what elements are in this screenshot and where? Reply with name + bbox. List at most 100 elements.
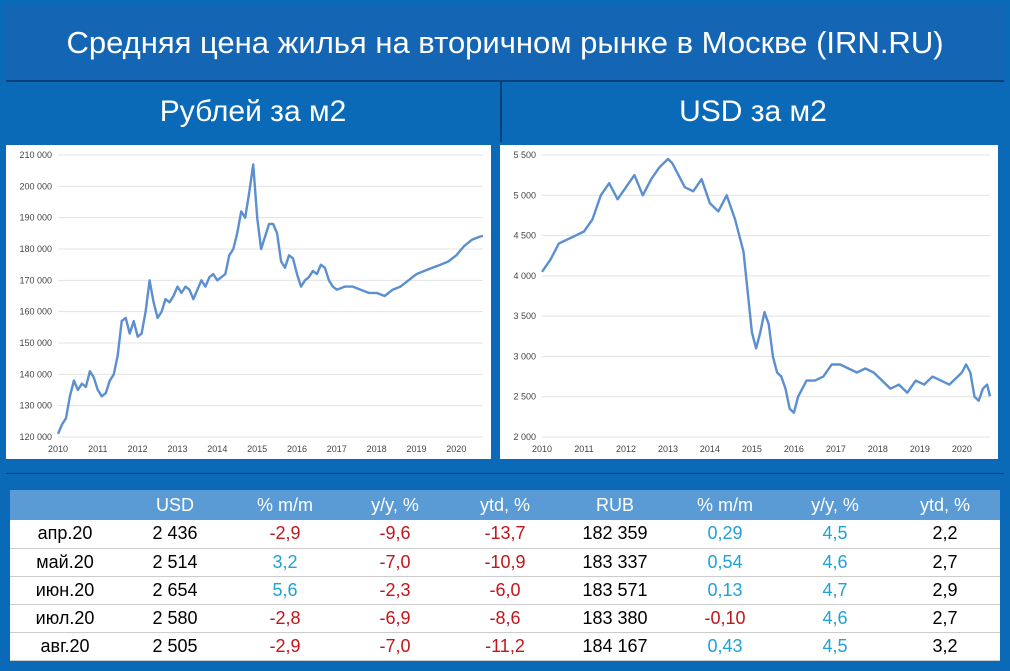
table-cell: 5,6 bbox=[230, 576, 340, 605]
table-row: май.20 2 514 3,2 -7,0 -10,9 183 337 0,54 4,6 2,7 bbox=[10, 548, 1000, 577]
table-cell: -11,2 bbox=[450, 632, 560, 661]
table-cell: 2 505 bbox=[120, 632, 230, 661]
header-cell: y/y, % bbox=[340, 490, 450, 520]
y-tick-label: 120 000 bbox=[19, 432, 52, 442]
header-cell: % m/m bbox=[230, 490, 340, 520]
table-cell: 3,2 bbox=[230, 548, 340, 577]
y-tick-label: 140 000 bbox=[19, 369, 52, 379]
x-tick-label: 2012 bbox=[128, 444, 148, 454]
table-row: июн.20 2 654 5,6 -2,3 -6,0 183 571 0,13 4,7 2,9 bbox=[10, 576, 1000, 605]
y-tick-label: 3 500 bbox=[513, 311, 536, 321]
x-tick-label: 2020 bbox=[446, 444, 466, 454]
rub-chart: 120 000 130 000 140 000 150 000 160 000 170 0… bbox=[6, 145, 491, 459]
y-tick-label: 170 000 bbox=[19, 275, 52, 285]
table-cell: 4,6 bbox=[780, 604, 890, 633]
table-cell: 2,9 bbox=[890, 576, 1000, 605]
x-tick-label: 2011 bbox=[574, 444, 593, 454]
x-tick-label: 2020 bbox=[952, 444, 972, 454]
table-cell: 2 580 bbox=[120, 604, 230, 633]
subtitle-divider bbox=[500, 82, 502, 142]
table-cell: 2 654 bbox=[120, 576, 230, 605]
header-cell: RUB bbox=[560, 490, 670, 520]
table-cell: -0,10 bbox=[670, 604, 780, 633]
y-tick-label: 190 000 bbox=[19, 213, 52, 223]
row-label: май.20 bbox=[10, 548, 120, 577]
x-tick-label: 2015 bbox=[742, 444, 762, 454]
table-cell: 4,5 bbox=[780, 632, 890, 661]
row-label: апр.20 bbox=[10, 520, 120, 549]
table-cell: 0,13 bbox=[670, 576, 780, 605]
series-line bbox=[56, 163, 484, 435]
y-tick-label: 4 000 bbox=[513, 271, 536, 281]
row-label: июл.20 bbox=[10, 604, 120, 633]
table-cell: 2 514 bbox=[120, 548, 230, 577]
table-cell: -6,9 bbox=[340, 604, 450, 633]
x-tick-label: 2017 bbox=[327, 444, 347, 454]
table-cell: -2,8 bbox=[230, 604, 340, 633]
table-row: апр.20 2 436 -2,9 -9,6 -13,7 182 359 0,29 4,5 2,… bbox=[10, 520, 1000, 549]
table-cell: 183 337 bbox=[560, 548, 670, 577]
table-cell: 183 380 bbox=[560, 604, 670, 633]
table-header-row: USD % m/m y/y, % ytd, % RUB % m/m y/y, %… bbox=[10, 490, 1000, 520]
x-tick-label: 2014 bbox=[700, 444, 720, 454]
y-tick-label: 130 000 bbox=[19, 401, 52, 411]
y-tick-label: 200 000 bbox=[19, 181, 52, 191]
x-tick-label: 2018 bbox=[367, 444, 387, 454]
table-cell: 0,43 bbox=[670, 632, 780, 661]
table-cell: 2,7 bbox=[890, 548, 1000, 577]
table-row: июл.20 2 580 -2,8 -6,9 -8,6 183 380 -0,10 4,6 2,… bbox=[10, 604, 1000, 633]
table-cell: -6,0 bbox=[450, 576, 560, 605]
x-tick-label: 2019 bbox=[406, 444, 426, 454]
table-cell: 3,2 bbox=[890, 632, 1000, 661]
y-tick-label: 160 000 bbox=[19, 307, 52, 317]
y-tick-label: 210 000 bbox=[19, 150, 52, 160]
x-tick-label: 2013 bbox=[658, 444, 678, 454]
header-cell bbox=[10, 490, 120, 520]
table-cell: 2,7 bbox=[890, 604, 1000, 633]
x-tick-label: 2016 bbox=[784, 444, 804, 454]
table-cell: -8,6 bbox=[450, 604, 560, 633]
left-chart-subtitle: Рублей за м2 bbox=[159, 95, 347, 128]
y-tick-label: 150 000 bbox=[19, 338, 52, 348]
x-tick-label: 2015 bbox=[247, 444, 267, 454]
x-tick-label: 2010 bbox=[532, 444, 552, 454]
usd-chart-svg: 2 000 2 500 3 000 3 500 4 000 4 500 5 000 5 500… bbox=[513, 150, 992, 454]
table-row: авг.20 2 505 -2,9 -7,0 -11,2 184 167 0,43 4,5 3,… bbox=[10, 632, 1000, 661]
table-cell: 4,7 bbox=[780, 576, 890, 605]
x-tick-label: 2011 bbox=[88, 444, 107, 454]
x-tick-label: 2017 bbox=[826, 444, 846, 454]
x-tick-label: 2019 bbox=[910, 444, 930, 454]
header-cell: ytd, % bbox=[450, 490, 560, 520]
row-label: июн.20 bbox=[10, 576, 120, 605]
table-cell: 182 359 bbox=[560, 520, 670, 549]
y-tick-label: 4 500 bbox=[513, 231, 536, 241]
y-tick-label: 5 000 bbox=[513, 190, 536, 200]
table-cell: 4,6 bbox=[780, 548, 890, 577]
y-tick-label: 5 500 bbox=[513, 150, 536, 160]
page-title: Средняя цена жилья на вторичном рынке в … bbox=[6, 6, 1004, 82]
y-tick-label: 2 000 bbox=[513, 432, 536, 442]
section-divider bbox=[6, 473, 1004, 474]
table-cell: 0,54 bbox=[670, 548, 780, 577]
x-tick-label: 2010 bbox=[48, 444, 68, 454]
header-cell: % m/m bbox=[670, 490, 780, 520]
y-tick-label: 180 000 bbox=[19, 244, 52, 254]
price-table-grid: USD % m/m y/y, % ytd, % RUB % m/m y/y, %… bbox=[10, 490, 1000, 661]
price-table: USD % m/m y/y, % ytd, % RUB % m/m y/y, %… bbox=[10, 490, 1000, 661]
table-cell: -2,9 bbox=[230, 632, 340, 661]
table-cell: -13,7 bbox=[450, 520, 560, 549]
x-tick-label: 2018 bbox=[868, 444, 888, 454]
table-cell: -2,9 bbox=[230, 520, 340, 549]
y-tick-label: 2 500 bbox=[513, 392, 536, 402]
table-cell: -9,6 bbox=[340, 520, 450, 549]
table-cell: 2,2 bbox=[890, 520, 1000, 549]
right-chart-subtitle: USD за м2 bbox=[679, 95, 827, 128]
row-label: авг.20 bbox=[10, 632, 120, 661]
header-cell: ytd, % bbox=[890, 490, 1000, 520]
y-tick-label: 3 000 bbox=[513, 351, 536, 361]
table-cell: 2 436 bbox=[120, 520, 230, 549]
table-cell: 183 571 bbox=[560, 576, 670, 605]
usd-chart: 2 000 2 500 3 000 3 500 4 000 4 500 5 000 5 500… bbox=[500, 145, 998, 459]
table-cell: -10,9 bbox=[450, 548, 560, 577]
table-cell: -7,0 bbox=[340, 548, 450, 577]
